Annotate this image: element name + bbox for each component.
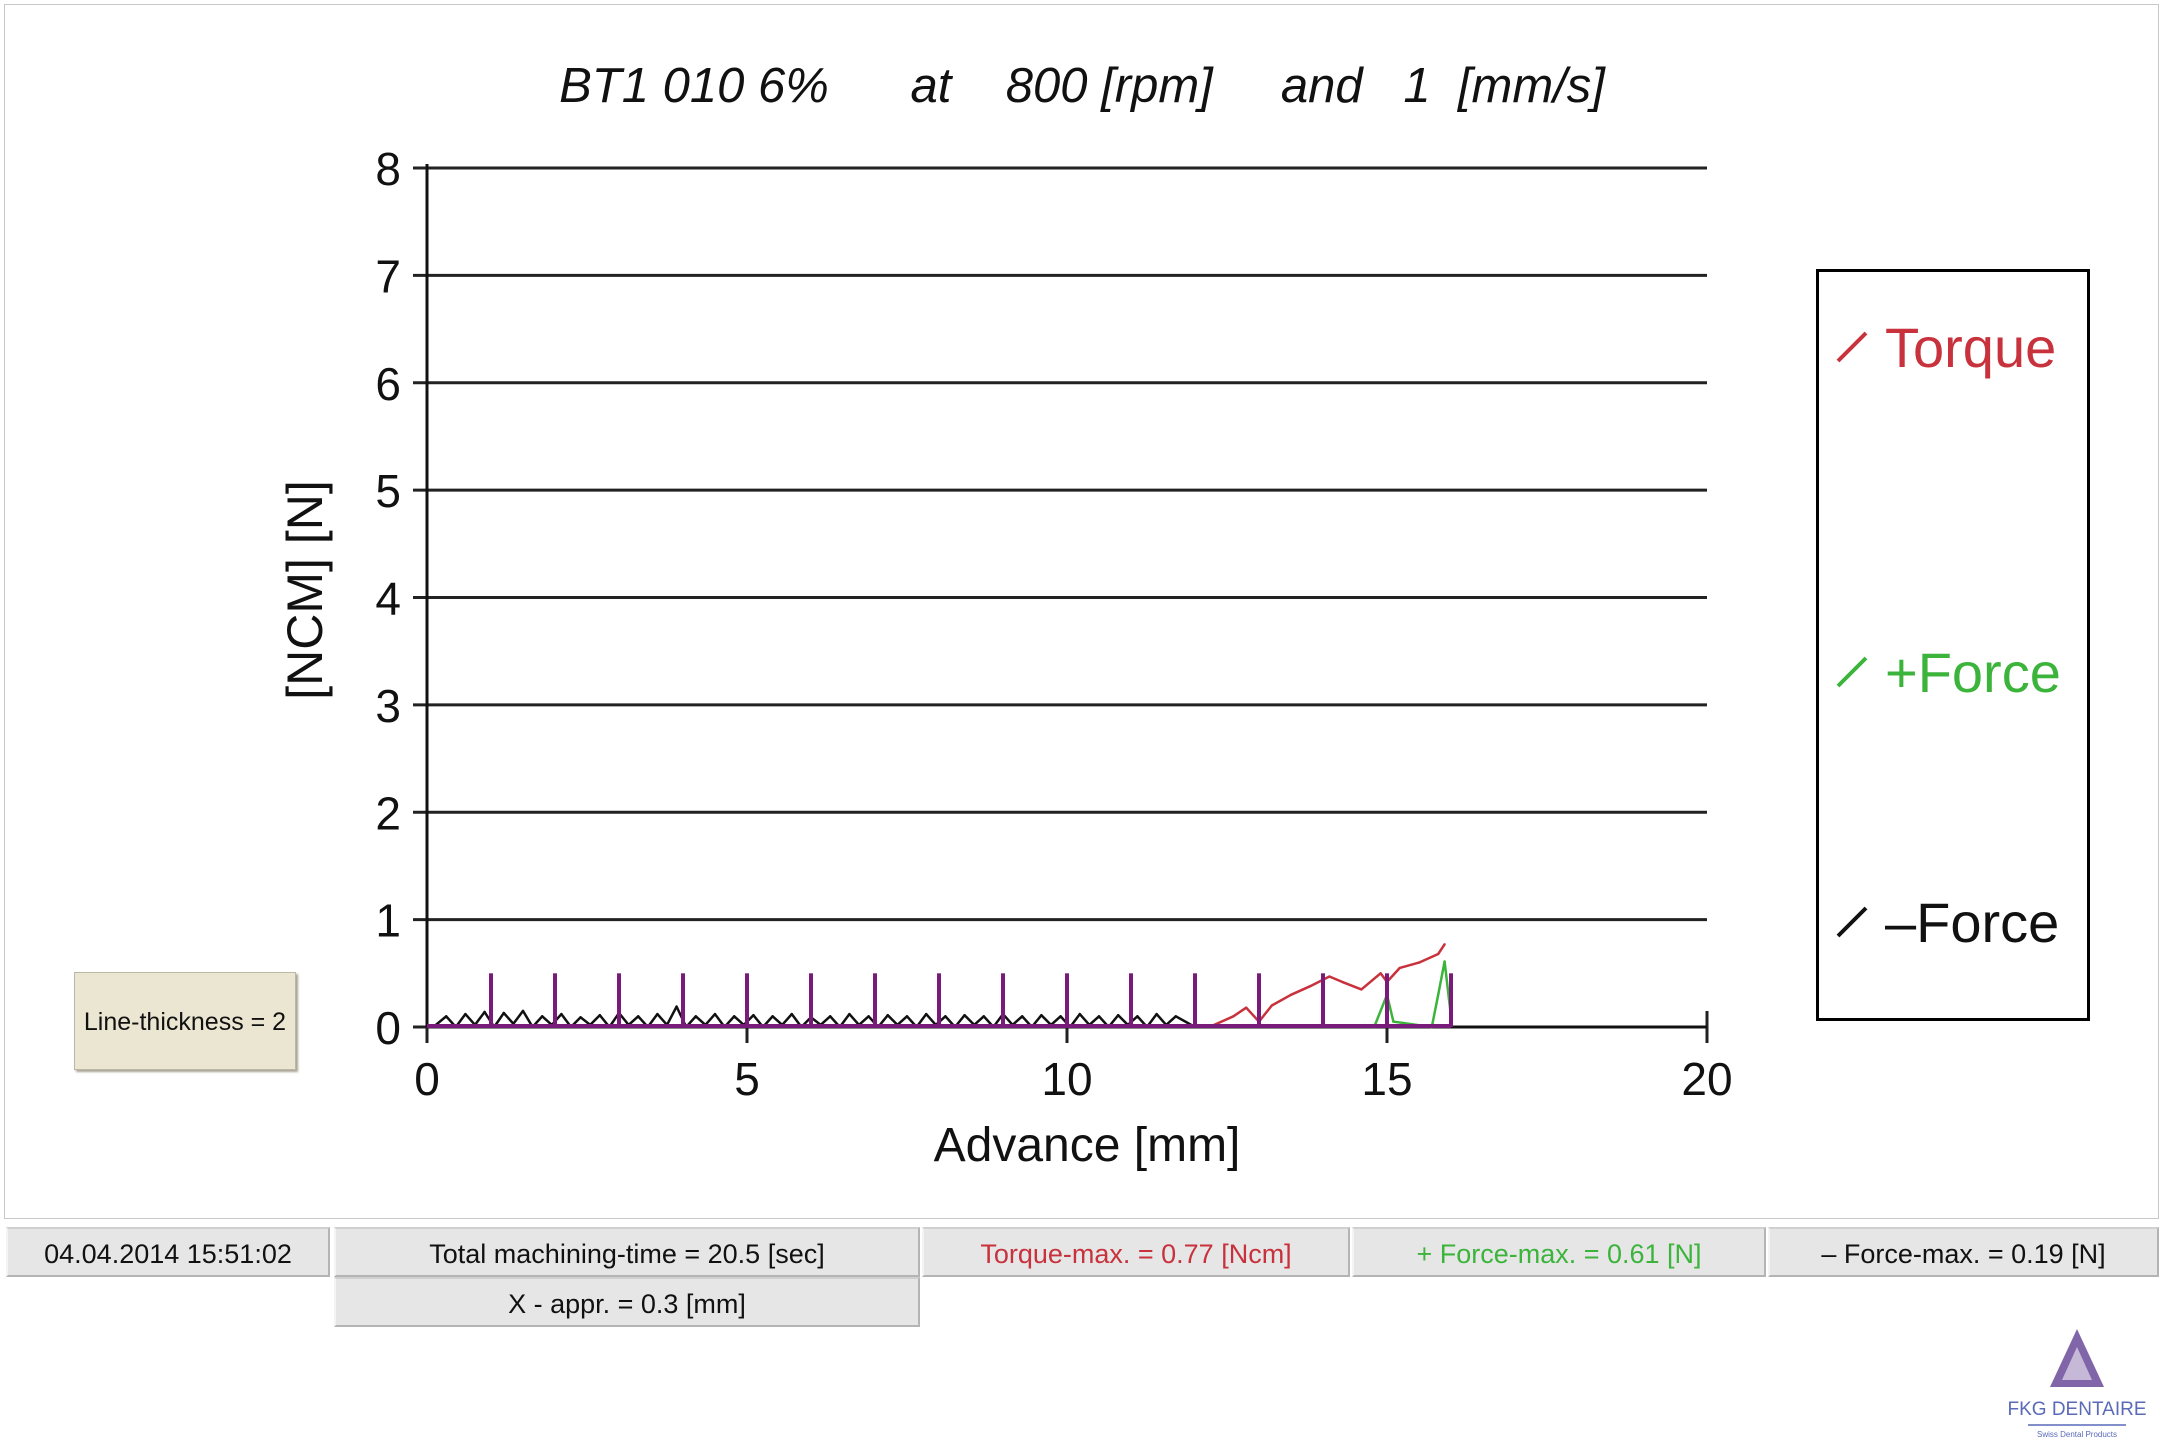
y-tick-label: 5 <box>375 465 401 517</box>
x-tick-label: 15 <box>1361 1053 1412 1105</box>
status-torque-max: Torque-max. = 0.77 [Ncm] <box>922 1227 1350 1277</box>
status-datetime: 04.04.2014 15:51:02 <box>6 1227 330 1277</box>
data-point <box>1117 1013 1120 1017</box>
data-point <box>1443 960 1446 963</box>
legend-swatch-minus-force <box>1836 906 1868 938</box>
data-point <box>1417 961 1421 964</box>
legend-item-minus-force: –Force <box>1835 887 2059 957</box>
data-point <box>1379 972 1382 975</box>
fkg-logo: FKG DENTAIRE Swiss Dental Products <box>2008 1329 2147 1439</box>
y-tick-label: 0 <box>375 1002 401 1054</box>
data-point <box>733 1015 736 1018</box>
legend-label-minus-force: –Force <box>1885 890 2060 954</box>
y-tick-label: 1 <box>375 895 401 947</box>
data-point <box>1289 993 1293 996</box>
data-point <box>1078 1012 1082 1016</box>
x-tick-label: 5 <box>734 1053 760 1105</box>
data-point <box>790 1012 793 1016</box>
legend-label-plus-force: +Force <box>1885 640 2061 704</box>
data-point <box>1392 1020 1395 1023</box>
logo-subtext: Swiss Dental Products <box>2037 1430 2117 1439</box>
data-point <box>1097 1015 1101 1018</box>
data-point <box>1309 984 1312 988</box>
data-point <box>656 1012 659 1016</box>
y-axis-label: [NCM] [N] <box>277 480 333 699</box>
legend-item-plus-force: +Force <box>1835 637 2061 707</box>
data-point <box>1360 988 1363 991</box>
data-point <box>1021 1015 1024 1018</box>
status-minus-force-max: – Force-max. = 0.19 [N] <box>1768 1227 2159 1277</box>
data-point <box>771 1015 774 1018</box>
legend-swatch-torque <box>1836 331 1868 363</box>
data-point <box>1174 1015 1178 1018</box>
data-point <box>1040 1013 1043 1017</box>
chart-plot: BT1 010 6% at 800 [rpm] and 1 [mm/s] 0 1 2 3… <box>277 59 1733 1172</box>
data-point <box>848 1012 851 1016</box>
series-line-torque <box>1213 943 1446 1027</box>
data-point <box>1443 943 1446 946</box>
data-point <box>598 1013 601 1017</box>
data-point <box>963 1013 966 1017</box>
x-axis-label: Advance [mm] <box>934 1119 1241 1172</box>
x-tick-label: 0 <box>414 1053 440 1105</box>
data-point <box>867 1015 870 1018</box>
y-tick-label: 6 <box>375 358 401 410</box>
data-point <box>1155 1012 1158 1016</box>
data-point <box>1136 1015 1139 1018</box>
data-point <box>521 1009 525 1013</box>
data-point <box>1341 980 1344 984</box>
legend-label-torque: Torque <box>1885 315 2057 379</box>
data-point <box>560 1012 563 1016</box>
data-point <box>713 1012 717 1016</box>
y-tick-label: 2 <box>375 787 401 839</box>
data-point <box>483 1010 486 1014</box>
series-line-force <box>432 1005 1196 1029</box>
data-point <box>886 1013 889 1017</box>
y-tick-label: 4 <box>375 573 401 625</box>
data-point <box>464 1012 467 1016</box>
line-thickness-button[interactable]: Line-thickness = 2 <box>74 972 296 1070</box>
x-tick-label: 10 <box>1041 1053 1092 1105</box>
status-x-appr: X - appr. = 0.3 [mm] <box>334 1277 920 1327</box>
data-point <box>1437 952 1440 956</box>
data-point <box>579 1016 582 1019</box>
data-point <box>694 1015 697 1018</box>
data-point <box>1328 975 1331 978</box>
data-point <box>541 1015 544 1018</box>
data-point <box>944 1015 947 1018</box>
data-point <box>905 1015 909 1018</box>
data-point <box>1379 1009 1382 1013</box>
data-point <box>1270 1004 1274 1007</box>
data-point <box>445 1015 448 1018</box>
data-point <box>675 1005 678 1008</box>
y-tick-label: 3 <box>375 680 401 732</box>
legend-item-torque: Torque <box>1835 312 2056 382</box>
y-tick-label: 7 <box>375 250 401 302</box>
data-point <box>502 1011 505 1015</box>
y-tick-label: 8 <box>375 143 401 195</box>
legend-swatch-plus-force <box>1836 656 1868 688</box>
logo-text: FKG DENTAIRE <box>2008 1399 2147 1420</box>
data-point <box>982 1015 985 1018</box>
legend: Torque +Force –Force <box>1816 269 2090 1021</box>
data-point <box>1398 966 1402 970</box>
chart-frame <box>4 4 2159 1219</box>
data-point <box>1232 1015 1235 1018</box>
status-machining-time: Total machining-time = 20.5 [sec] <box>334 1227 920 1277</box>
data-point <box>1437 993 1440 996</box>
data-point <box>637 1015 640 1018</box>
x-tick-label: 20 <box>1681 1053 1732 1105</box>
chart-title: BT1 010 6% at 800 [rpm] and 1 [mm/s] <box>559 59 1606 113</box>
data-point <box>1245 1006 1248 1009</box>
data-point <box>925 1012 928 1016</box>
data-point <box>1059 1015 1062 1018</box>
logo-triangle-inner-icon <box>2062 1347 2092 1380</box>
data-point <box>752 1013 755 1017</box>
status-plus-force-max: + Force-max. = 0.61 [N] <box>1352 1227 1766 1277</box>
data-point <box>829 1015 832 1018</box>
